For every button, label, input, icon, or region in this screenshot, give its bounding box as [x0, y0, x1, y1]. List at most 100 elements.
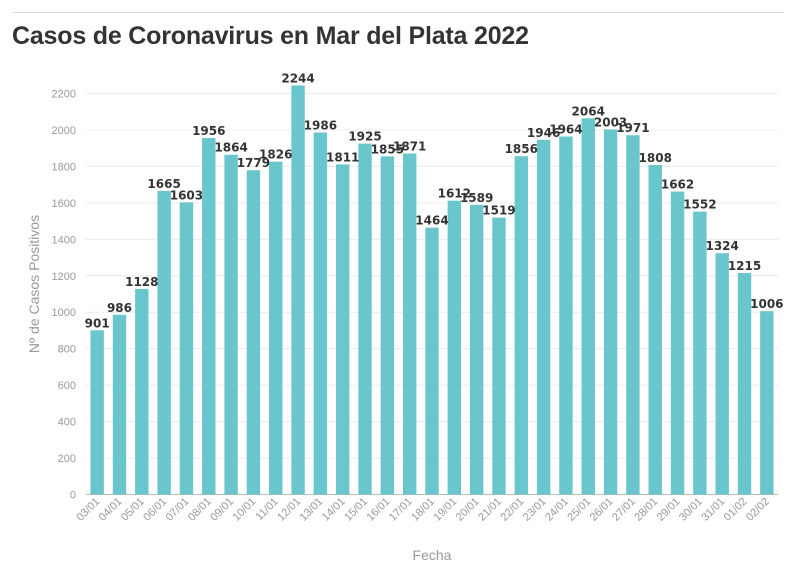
x-tick-label: 04/01: [97, 496, 125, 524]
y-axis-title: Nº de Casos Positivos: [26, 215, 42, 353]
bar: [536, 139, 551, 495]
data-label: 1779: [237, 156, 270, 170]
x-tick-label: 02/02: [744, 496, 772, 524]
y-tick-label: 0: [70, 490, 76, 502]
x-tick-label: 25/01: [565, 496, 593, 524]
data-label: 1956: [192, 124, 225, 138]
x-tick-label: 28/01: [632, 496, 660, 524]
data-label: 1986: [304, 119, 337, 133]
bar: [358, 143, 372, 495]
bar: [269, 161, 283, 495]
x-tick-label: 20/01: [454, 496, 482, 524]
data-label: 1662: [661, 178, 694, 192]
bar: [112, 314, 127, 495]
bar: [380, 156, 395, 495]
y-tick-label: 1600: [52, 198, 76, 210]
y-tick-label: 800: [58, 344, 76, 356]
x-tick-label: 27/01: [610, 496, 638, 524]
bar: [336, 164, 350, 495]
data-label: 1215: [728, 259, 761, 273]
data-label: 1855: [371, 142, 404, 156]
x-tick-label: 26/01: [588, 496, 616, 524]
x-tick-label: 11/01: [253, 496, 280, 523]
data-label: 1856: [505, 142, 538, 156]
x-tick-label: 09/01: [208, 496, 236, 524]
gridlines: [86, 93, 778, 495]
x-tick-label: 18/01: [409, 496, 437, 524]
bar: [224, 154, 238, 495]
x-tick-label: 22/01: [498, 496, 526, 524]
bar: [291, 85, 305, 495]
x-tick-label: 01/02: [722, 496, 750, 524]
x-tick-label: 14/01: [320, 496, 348, 524]
data-label: 1665: [147, 177, 180, 191]
y-axis-ticks: 0 200 400 600 800 1000 1200 1400 1600 1800 2000 220…: [52, 89, 76, 502]
data-label: 901: [85, 316, 110, 330]
data-label: 1864: [214, 141, 247, 155]
y-tick-label: 1000: [52, 307, 76, 319]
x-tick-label: 05/01: [119, 496, 147, 524]
bar: [603, 129, 618, 495]
data-label: 1811: [326, 150, 359, 164]
x-tick-label: 23/01: [521, 496, 549, 524]
x-tick-label: 13/01: [298, 496, 326, 524]
x-tick-label: 19/01: [431, 496, 459, 524]
y-tick-label: 200: [58, 453, 76, 465]
bar: [90, 330, 104, 495]
bar: [693, 211, 707, 495]
x-tick-label: 03/01: [74, 496, 102, 524]
data-label: 986: [107, 301, 132, 315]
y-tick-label: 400: [58, 417, 76, 429]
x-tick-label: 08/01: [186, 496, 214, 524]
data-label: 1324: [705, 239, 738, 253]
bar: [246, 170, 261, 495]
x-tick-label: 12/01: [275, 496, 303, 524]
bar: [670, 191, 685, 495]
x-tick-label: 15/01: [342, 496, 370, 524]
x-axis-title: Fecha: [413, 547, 452, 563]
bars: [90, 85, 774, 495]
bar: [313, 132, 328, 495]
data-label: 1519: [482, 204, 515, 218]
data-label: 1464: [415, 214, 448, 228]
data-label: 1964: [549, 123, 582, 137]
data-label: 1589: [460, 191, 493, 205]
bar: [559, 136, 573, 495]
bar: [202, 137, 216, 495]
data-label: 1006: [750, 297, 783, 311]
bar: [737, 273, 752, 495]
x-tick-label: 17/01: [387, 496, 415, 524]
data-label: 1552: [683, 198, 716, 212]
chart-title: Casos de Coronavirus en Mar del Plata 20…: [12, 22, 529, 50]
data-label: 1826: [259, 148, 292, 162]
data-label: 2064: [572, 104, 605, 118]
y-tick-label: 1400: [52, 234, 76, 246]
bar: [402, 153, 417, 495]
y-tick-label: 1800: [52, 161, 76, 173]
bar: [626, 135, 640, 495]
x-tick-label: 30/01: [677, 496, 705, 524]
x-tick-label: 07/01: [164, 496, 192, 524]
bar: [581, 118, 595, 495]
x-tick-label: 06/01: [141, 496, 169, 524]
bar: [715, 253, 729, 495]
x-tick-label: 24/01: [543, 496, 571, 524]
bar: [469, 204, 484, 495]
y-tick-label: 600: [58, 380, 76, 392]
data-label: 1946: [527, 126, 560, 140]
data-label: 1808: [639, 151, 672, 165]
bar: [492, 217, 506, 495]
y-tick-label: 2200: [52, 89, 76, 101]
top-divider: [12, 12, 784, 13]
data-label: 1128: [125, 275, 158, 289]
data-label: 2003: [594, 115, 627, 129]
data-label: 1612: [438, 187, 471, 201]
data-label: 1871: [393, 139, 426, 153]
x-tick-label: 10/01: [231, 496, 259, 524]
x-tick-label: 31/01: [699, 496, 727, 524]
y-tick-label: 1200: [52, 271, 76, 283]
bar: [425, 227, 439, 495]
x-tick-label: 21/01: [476, 496, 504, 524]
bar: [760, 311, 774, 495]
